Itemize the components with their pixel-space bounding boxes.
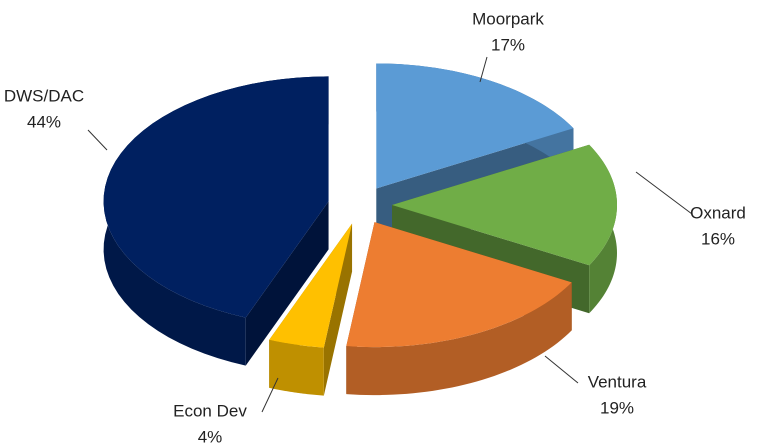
value-label: 44% (27, 112, 61, 131)
category-label: Oxnard (690, 203, 746, 222)
leader-line (635, 171, 693, 215)
slice-wall (269, 339, 324, 396)
value-label: 16% (701, 229, 735, 248)
value-label: 4% (198, 427, 223, 444)
slice-wall (346, 282, 572, 396)
slice-top (392, 144, 617, 266)
slice-top (103, 76, 329, 318)
category-label: Ventura (588, 372, 647, 391)
slice-top (269, 223, 353, 348)
slice-side (245, 201, 329, 366)
value-label: 17% (491, 35, 525, 54)
slice-top (346, 222, 572, 348)
slice (103, 76, 329, 366)
leader-line (261, 377, 279, 413)
leader-line (479, 56, 488, 83)
value-label: 19% (600, 398, 634, 417)
category-label: Moorpark (472, 9, 544, 28)
leader-line (87, 129, 108, 151)
slice (346, 222, 572, 396)
category-label: Econ Dev (173, 401, 247, 420)
slice (269, 223, 353, 396)
leader-line (544, 355, 579, 384)
slice-top (376, 63, 574, 189)
category-label: DWS/DAC (4, 86, 84, 105)
